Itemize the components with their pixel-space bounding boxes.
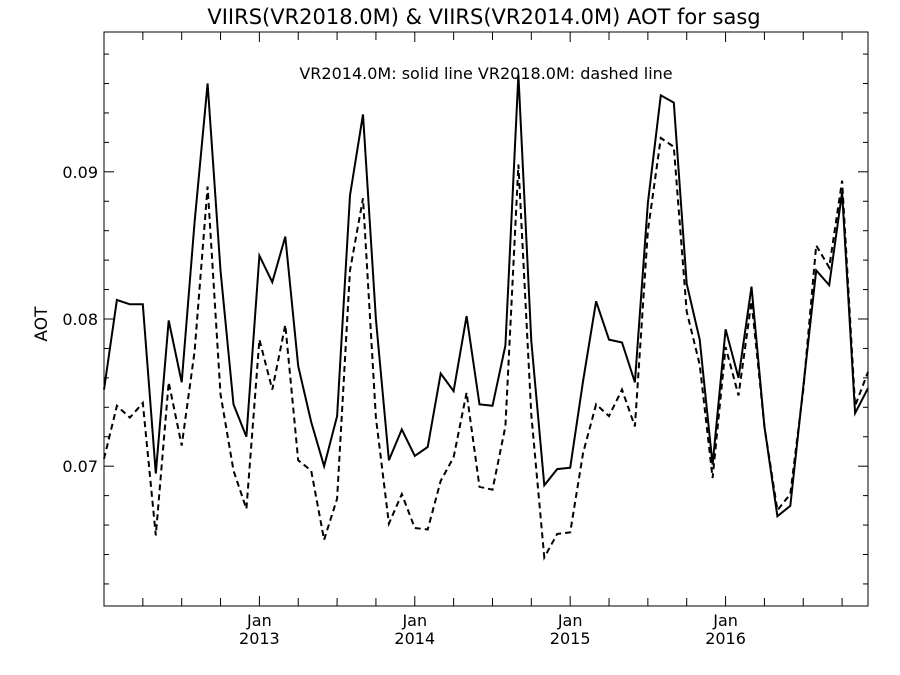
x-tick-label-year: 2013 bbox=[239, 629, 280, 648]
y-tick-label: 0.07 bbox=[62, 457, 98, 476]
series-line-vr2018-0m bbox=[103, 136, 869, 561]
x-tick-label-year: 2016 bbox=[705, 629, 746, 648]
axis-ticks bbox=[103, 32, 868, 606]
x-tick-label-month: Jan bbox=[246, 611, 272, 630]
y-tick-label: 0.08 bbox=[62, 310, 98, 329]
series-line-vr2014-0m bbox=[103, 74, 869, 519]
x-tick-label-month: Jan bbox=[401, 611, 427, 630]
x-tick-label-year: 2015 bbox=[550, 629, 591, 648]
series-lines bbox=[103, 74, 869, 561]
y-axis-label: AOT bbox=[32, 306, 52, 342]
series-annotation: VR2014.0M: solid line VR2018.0M: dashed … bbox=[299, 64, 672, 83]
y-tick-label: 0.09 bbox=[62, 163, 98, 182]
x-tick-label-month: Jan bbox=[712, 611, 738, 630]
chart-title: VIIRS(VR2018.0M) & VIIRS(VR2014.0M) AOT … bbox=[207, 5, 760, 29]
x-tick-label-month: Jan bbox=[557, 611, 583, 630]
x-tick-label-year: 2014 bbox=[394, 629, 435, 648]
